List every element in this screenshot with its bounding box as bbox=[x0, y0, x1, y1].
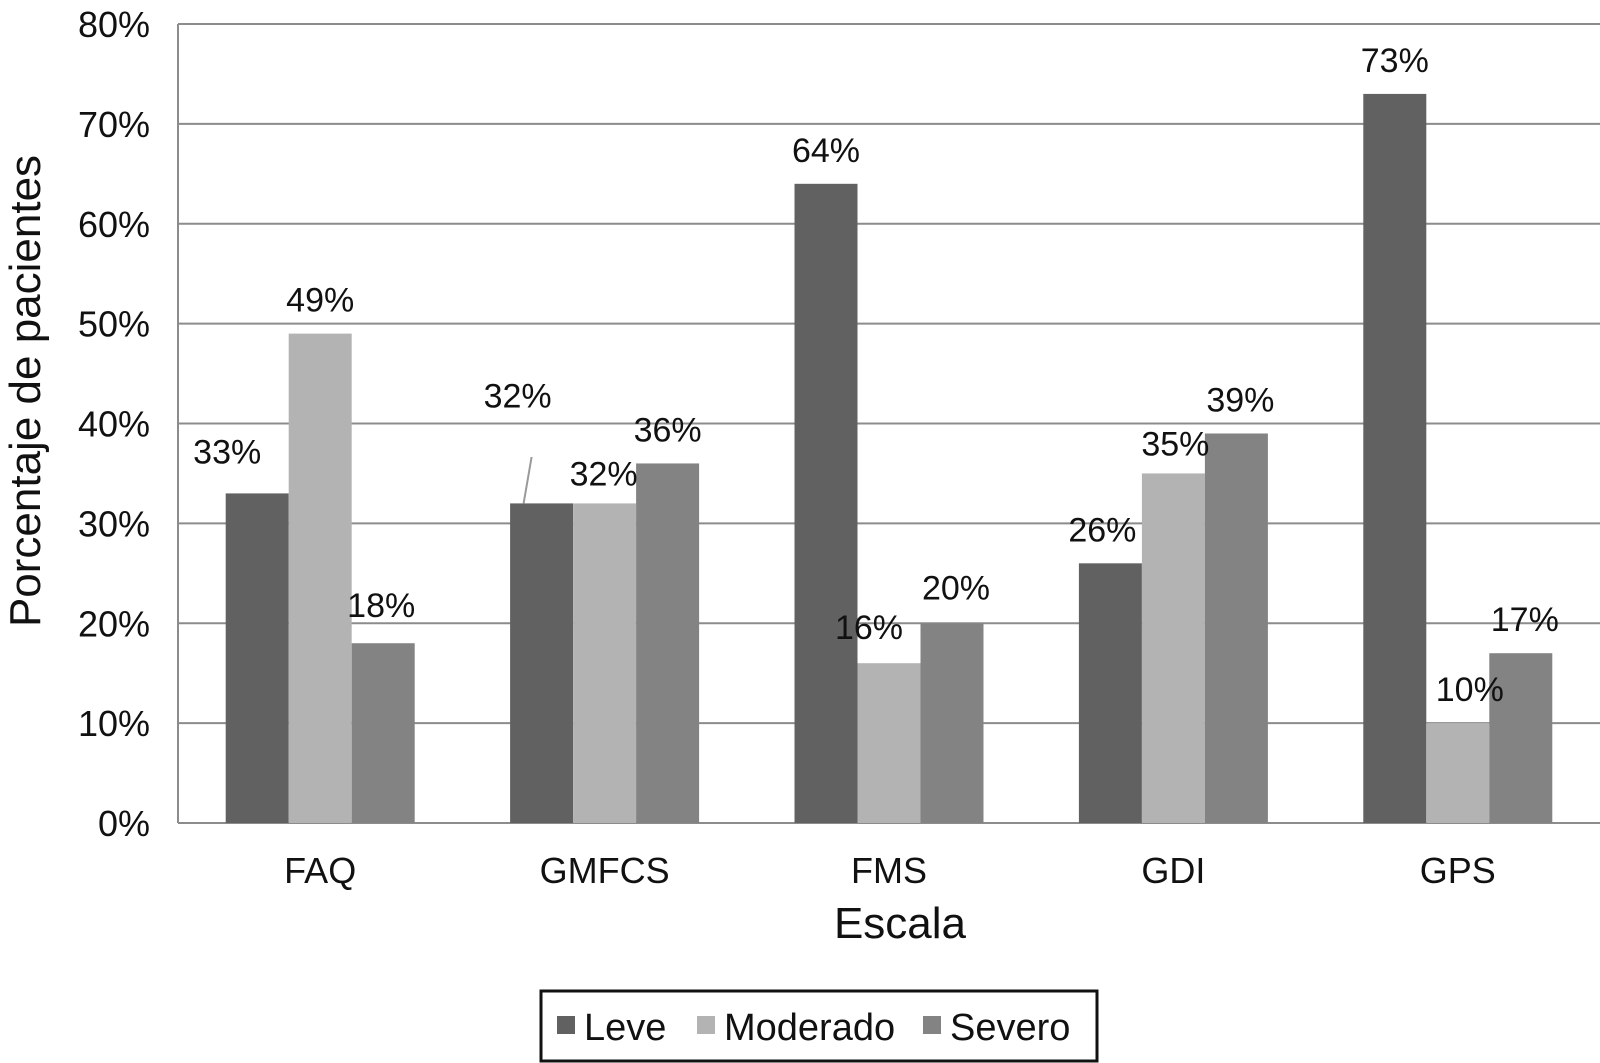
bar-gmfcs-severo bbox=[636, 463, 699, 823]
data-label-fms-moderado: 16% bbox=[835, 609, 903, 647]
y-tick-label: 80% bbox=[78, 4, 150, 45]
data-labels: 33% 49% 18% 32% 32% 36% 64% 16% 20% 26% 35% 39% 73% 1… bbox=[193, 42, 1559, 709]
x-tick-label: FMS bbox=[851, 850, 927, 891]
y-tick-label: 10% bbox=[78, 703, 150, 744]
legend: Leve Moderado Severo bbox=[541, 991, 1097, 1061]
data-label-gps-moderado: 10% bbox=[1436, 671, 1504, 709]
data-label-gmfcs-moderado: 32% bbox=[570, 455, 638, 493]
x-tick-label: GDI bbox=[1141, 850, 1205, 891]
legend-label-moderado: Moderado bbox=[724, 1007, 895, 1049]
x-tick-label: GPS bbox=[1420, 850, 1496, 891]
data-label-gps-leve: 73% bbox=[1361, 42, 1429, 80]
bar-gmfcs-leve bbox=[510, 503, 573, 823]
y-tick-label: 30% bbox=[78, 503, 150, 544]
bar-faq-leve bbox=[226, 493, 289, 823]
legend-label-leve: Leve bbox=[584, 1007, 666, 1049]
bar-gdi-leve bbox=[1079, 563, 1142, 823]
data-label-gdi-moderado: 35% bbox=[1141, 425, 1209, 463]
bar-chart: 33% 49% 18% 32% 32% 36% 64% 16% 20% 26% 35% 39% 73% 1… bbox=[0, 0, 1600, 1063]
data-label-faq-leve: 33% bbox=[193, 433, 261, 471]
bar-fms-moderado bbox=[858, 663, 921, 823]
legend-swatch-leve bbox=[557, 1016, 575, 1034]
legend-swatch-moderado bbox=[697, 1016, 715, 1034]
bar-fms-leve bbox=[795, 184, 858, 823]
legend-label-severo: Severo bbox=[950, 1007, 1070, 1049]
bar-gdi-severo bbox=[1205, 433, 1268, 823]
data-label-gdi-severo: 39% bbox=[1206, 381, 1274, 419]
legend-swatch-severo bbox=[923, 1016, 941, 1034]
bar-faq-severo bbox=[352, 643, 415, 823]
data-label-faq-moderado: 49% bbox=[286, 282, 354, 320]
legend-items: Leve Moderado Severo bbox=[557, 1007, 1070, 1049]
y-tick-label: 0% bbox=[98, 803, 150, 844]
y-tick-label: 70% bbox=[78, 104, 150, 145]
data-label-fms-leve: 64% bbox=[792, 132, 860, 170]
data-label-gmfcs-leve: 32% bbox=[484, 377, 552, 415]
data-label-gdi-leve: 26% bbox=[1068, 511, 1136, 549]
y-axis-title: Porcentaje de pacientes bbox=[1, 155, 50, 627]
y-tick-label: 20% bbox=[78, 603, 150, 644]
x-tick-label: GMFCS bbox=[540, 850, 670, 891]
y-tick-label: 40% bbox=[78, 404, 150, 445]
bar-faq-moderado bbox=[289, 334, 352, 823]
bar-gmfcs-moderado bbox=[573, 503, 636, 823]
bar-gdi-moderado bbox=[1142, 473, 1205, 823]
label-leader-line bbox=[524, 457, 532, 503]
y-tick-label: 50% bbox=[78, 304, 150, 345]
x-axis-title: Escala bbox=[834, 899, 967, 948]
y-tick-label: 60% bbox=[78, 204, 150, 245]
data-label-gmfcs-severo: 36% bbox=[634, 411, 702, 449]
bar-gps-moderado bbox=[1426, 723, 1489, 823]
bar-gps-leve bbox=[1363, 94, 1426, 823]
x-axis-ticks: FAQ GMFCS FMS GDI GPS bbox=[284, 850, 1496, 891]
y-axis-ticks: 0% 10% 20% 30% 40% 50% 60% 70% 80% bbox=[78, 4, 150, 844]
x-tick-label: FAQ bbox=[284, 850, 356, 891]
data-label-faq-severo: 18% bbox=[347, 587, 415, 625]
data-label-gps-severo: 17% bbox=[1491, 601, 1559, 639]
bar-fms-severo bbox=[921, 623, 984, 823]
bars bbox=[226, 94, 1553, 823]
data-label-fms-severo: 20% bbox=[922, 569, 990, 607]
